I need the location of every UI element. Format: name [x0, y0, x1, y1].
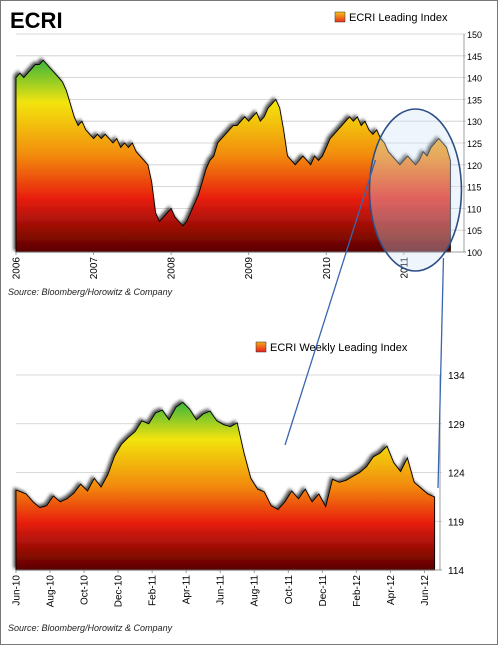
legend-swatch [255, 341, 267, 353]
legend-label: ECRI Leading Index [349, 12, 448, 24]
y-tick-label: 150 [467, 30, 482, 40]
x-tick-label: 2007 [89, 257, 100, 280]
x-tick-label: Aug-11 [250, 575, 261, 607]
x-tick-label: 2008 [167, 257, 178, 280]
chart-title: ECRI [10, 8, 63, 33]
y-tick-label: 115 [467, 183, 481, 193]
zoom-annotation [284, 108, 463, 489]
y-tick-label: 135 [467, 95, 482, 105]
x-axis-ticks: Jun-10 Aug-10 Oct-10 Dec-10 Feb-11 Apr-11 Jun-… [12, 570, 431, 607]
y-tick-label: 140 [467, 74, 482, 84]
area-fill [15, 401, 436, 571]
y-tick-label: 114 [448, 566, 464, 577]
y-tick-label: 110 [467, 204, 481, 214]
x-tick-label: 2006 [12, 257, 23, 280]
x-tick-label: 2011 [399, 257, 410, 279]
y-tick-label: 100 [467, 248, 482, 258]
connector-line-left [284, 159, 377, 446]
x-tick-label: Aug-10 [46, 575, 57, 608]
y-tick-label: 124 [448, 469, 465, 480]
x-axis-ticks: 2006 2007 2008 2009 2010 2011 [12, 252, 410, 280]
x-tick-label: Jun-12 [420, 575, 431, 606]
y-tick-label: 120 [467, 161, 482, 171]
legend-label: ECRI Weekly Leading Index [270, 342, 408, 354]
x-tick-label: Apr-11 [182, 575, 193, 605]
source-note: Source: Bloomberg/Horowitz & Company [8, 287, 173, 297]
area-fill [15, 59, 451, 253]
source-note: Source: Bloomberg/Horowitz & Company [8, 623, 173, 633]
x-tick-label: 2010 [322, 257, 333, 280]
y-tick-label: 130 [467, 117, 482, 127]
y-axis-ticks: 100 105 110 115 120 125 130 135 140 145 150 [467, 30, 482, 258]
y-axis-ticks: 114 119 124 129 134 [448, 371, 465, 577]
x-tick-label: Jun-10 [12, 575, 23, 606]
ecri-weekly-leading-index-chart: ECRI Weekly Leading Index 114 119 124 129 13… [8, 341, 465, 633]
area-series [15, 34, 466, 253]
x-tick-label: Feb-12 [352, 575, 363, 607]
x-tick-label: Dec-10 [114, 575, 125, 608]
connector-line-right [437, 257, 445, 489]
y-tick-label: 134 [448, 371, 465, 382]
y-tick-label: 129 [448, 420, 465, 431]
x-tick-label: Feb-11 [148, 575, 159, 606]
x-tick-label: 2009 [244, 257, 255, 280]
x-tick-label: Oct-10 [80, 575, 91, 605]
x-tick-label: Apr-12 [386, 575, 397, 605]
ecri-leading-index-chart: ECRI ECRI Leading Index 1001051101151201… [8, 8, 482, 297]
y-tick-label: 119 [448, 517, 464, 528]
x-tick-label: Dec-11 [318, 575, 329, 607]
x-tick-label: Oct-11 [284, 575, 295, 605]
y-tick-label: 105 [467, 226, 482, 236]
y-tick-label: 145 [467, 52, 482, 62]
legend-swatch [334, 11, 346, 23]
y-tick-label: 125 [467, 139, 482, 149]
x-tick-label: Jun-11 [216, 575, 227, 605]
highlight-ellipse [368, 108, 463, 272]
